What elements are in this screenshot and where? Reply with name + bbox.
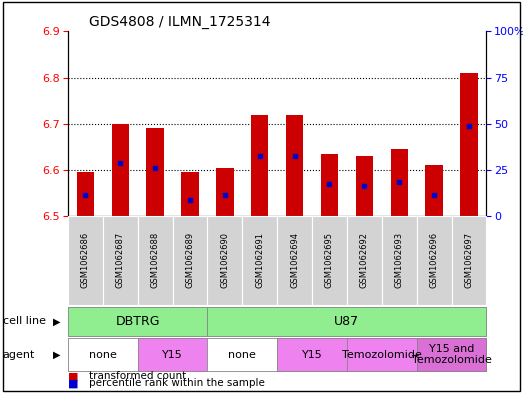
Bar (68, 338, 138, 371)
Bar (286, 115, 303, 216)
Text: GDS4808 / ILMN_1725314: GDS4808 / ILMN_1725314 (89, 15, 270, 29)
Text: cell line: cell line (3, 316, 46, 326)
Bar (68, 307, 208, 336)
Bar (68, 216, 103, 305)
Bar (460, 73, 477, 216)
Text: none: none (229, 350, 256, 360)
Text: U87: U87 (334, 315, 359, 328)
Text: GSM1062690: GSM1062690 (220, 232, 230, 288)
Bar (277, 216, 312, 305)
Text: ■: ■ (68, 378, 78, 388)
Text: GSM1062689: GSM1062689 (186, 232, 195, 288)
Bar (251, 115, 268, 216)
Text: GSM1062696: GSM1062696 (429, 232, 439, 288)
Bar (312, 216, 347, 305)
Text: Y15 and
Temozolomide: Y15 and Temozolomide (412, 344, 492, 365)
Text: Y15: Y15 (162, 350, 183, 360)
Bar (417, 216, 451, 305)
Bar (277, 338, 347, 371)
Bar (146, 129, 164, 216)
Text: Temozolomide: Temozolomide (342, 350, 422, 360)
Bar (77, 172, 94, 216)
Bar (181, 172, 199, 216)
Bar (347, 216, 382, 305)
Bar (208, 338, 277, 371)
Text: ▶: ▶ (53, 350, 60, 360)
Text: GSM1062695: GSM1062695 (325, 232, 334, 288)
Text: GSM1062686: GSM1062686 (81, 232, 90, 288)
Bar (425, 165, 443, 216)
Bar (451, 216, 486, 305)
Bar (347, 338, 417, 371)
Text: GSM1062688: GSM1062688 (151, 232, 160, 288)
Text: GSM1062694: GSM1062694 (290, 232, 299, 288)
Text: percentile rank within the sample: percentile rank within the sample (89, 378, 265, 388)
Bar (138, 338, 208, 371)
Text: ▶: ▶ (53, 316, 60, 326)
Text: Y15: Y15 (302, 350, 323, 360)
Bar (356, 156, 373, 216)
Bar (382, 216, 417, 305)
Bar (111, 124, 129, 216)
Bar (173, 216, 208, 305)
Text: agent: agent (3, 350, 35, 360)
Bar (321, 154, 338, 216)
Text: transformed count: transformed count (89, 371, 186, 381)
Text: GSM1062687: GSM1062687 (116, 232, 125, 288)
Bar (103, 216, 138, 305)
Bar (391, 149, 408, 216)
Text: ■: ■ (68, 371, 78, 381)
Text: DBTRG: DBTRG (116, 315, 160, 328)
Bar (208, 216, 242, 305)
Text: GSM1062697: GSM1062697 (464, 232, 473, 288)
Bar (138, 216, 173, 305)
Bar (242, 216, 277, 305)
Bar (216, 168, 234, 216)
Bar (417, 338, 486, 371)
Bar (208, 307, 486, 336)
Text: GSM1062693: GSM1062693 (395, 232, 404, 288)
Text: GSM1062692: GSM1062692 (360, 232, 369, 288)
Text: none: none (89, 350, 117, 360)
Text: GSM1062691: GSM1062691 (255, 232, 264, 288)
